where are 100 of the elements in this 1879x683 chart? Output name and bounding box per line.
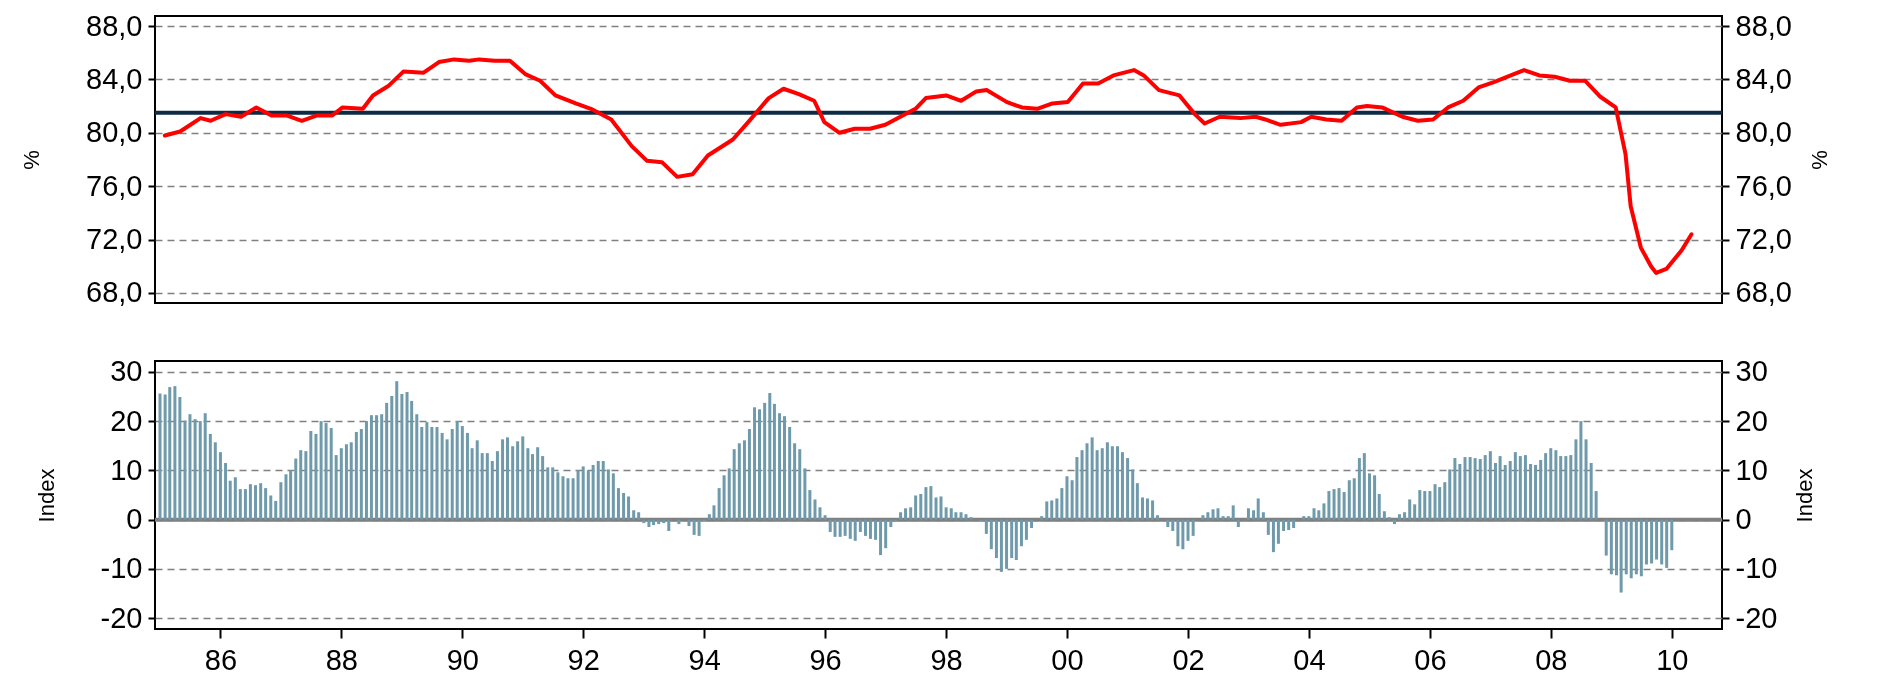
bar (1120, 452, 1124, 520)
bar (768, 393, 772, 520)
bar (1483, 455, 1487, 520)
bar (1014, 519, 1018, 561)
y2-axis-title: % (1806, 150, 1832, 170)
bar (289, 470, 293, 520)
bar (354, 431, 358, 520)
bar (269, 495, 273, 520)
bar (798, 449, 802, 520)
bar (1357, 458, 1361, 520)
bar (889, 519, 893, 528)
bar (248, 484, 252, 520)
bar (1246, 508, 1250, 520)
bar (657, 519, 661, 525)
bar (1362, 453, 1366, 520)
x-tick-label: 90 (446, 643, 479, 676)
bar (1478, 459, 1482, 520)
bar (662, 519, 666, 524)
bar (1639, 519, 1643, 577)
bar (329, 428, 333, 520)
bar (934, 497, 938, 520)
x-tick-label: 06 (1414, 643, 1447, 676)
bar (828, 519, 832, 532)
bar (591, 464, 595, 520)
bar (485, 453, 489, 520)
y2-tick-label: 72,0 (1735, 223, 1792, 256)
bar (808, 490, 812, 520)
bar (722, 475, 726, 520)
bar (868, 519, 872, 539)
bar (1171, 519, 1175, 531)
y2-tick-label: 68,0 (1735, 276, 1792, 309)
bar (1670, 519, 1674, 551)
bar (224, 462, 228, 520)
bar (1005, 519, 1009, 569)
bar (264, 488, 268, 520)
bar (1100, 448, 1104, 520)
bar (1065, 476, 1069, 520)
bar (339, 448, 343, 520)
bar (929, 486, 933, 520)
bar (758, 409, 762, 520)
x-tick-label: 00 (1051, 643, 1084, 676)
bar (1544, 453, 1548, 520)
bar (803, 468, 807, 520)
bar (1397, 514, 1401, 520)
bar (1266, 519, 1270, 535)
bar (536, 447, 540, 520)
bar (531, 454, 535, 520)
bar (1271, 519, 1275, 553)
bar (1534, 464, 1538, 520)
bar (914, 495, 918, 520)
bar (793, 443, 797, 520)
bar (632, 510, 636, 520)
bar (1574, 439, 1578, 520)
bar (843, 519, 847, 536)
y2-tick-label: 80,0 (1735, 116, 1792, 149)
bar (203, 413, 207, 520)
bar (511, 446, 515, 520)
bar (904, 508, 908, 520)
bar (1140, 497, 1144, 520)
bar (944, 507, 948, 520)
bar (501, 439, 505, 520)
bar (1554, 450, 1558, 520)
bar (1518, 456, 1522, 520)
bar (465, 432, 469, 520)
y-tick-label: 0 (126, 503, 143, 536)
bar (440, 432, 444, 520)
bar (652, 519, 656, 526)
bar (879, 519, 883, 556)
bar (1529, 463, 1533, 520)
bar (213, 442, 217, 520)
bar (1458, 463, 1462, 520)
bar (727, 468, 731, 520)
bar (445, 439, 449, 520)
bar (1609, 519, 1613, 575)
bar (642, 519, 646, 524)
bar (1498, 456, 1502, 520)
bar (1650, 519, 1654, 564)
bar (1019, 519, 1023, 547)
bar (999, 519, 1003, 572)
bar (1624, 519, 1628, 575)
bar (1604, 519, 1608, 556)
bar (964, 514, 968, 520)
bar (1403, 512, 1407, 520)
bar (1589, 462, 1593, 520)
y-tick-label: 20 (110, 404, 143, 437)
bar (1373, 475, 1377, 520)
bar (208, 433, 212, 520)
bar (1549, 448, 1553, 520)
bar (390, 395, 394, 520)
bar (541, 456, 545, 520)
bar (521, 436, 525, 520)
x-tick-label: 86 (204, 643, 238, 676)
x-tick-label: 08 (1535, 643, 1568, 676)
bar (1302, 516, 1306, 520)
bar (858, 519, 862, 532)
bar (178, 396, 182, 520)
bar (415, 414, 419, 520)
bar (1236, 519, 1240, 528)
bar (405, 392, 409, 520)
bar (732, 449, 736, 520)
